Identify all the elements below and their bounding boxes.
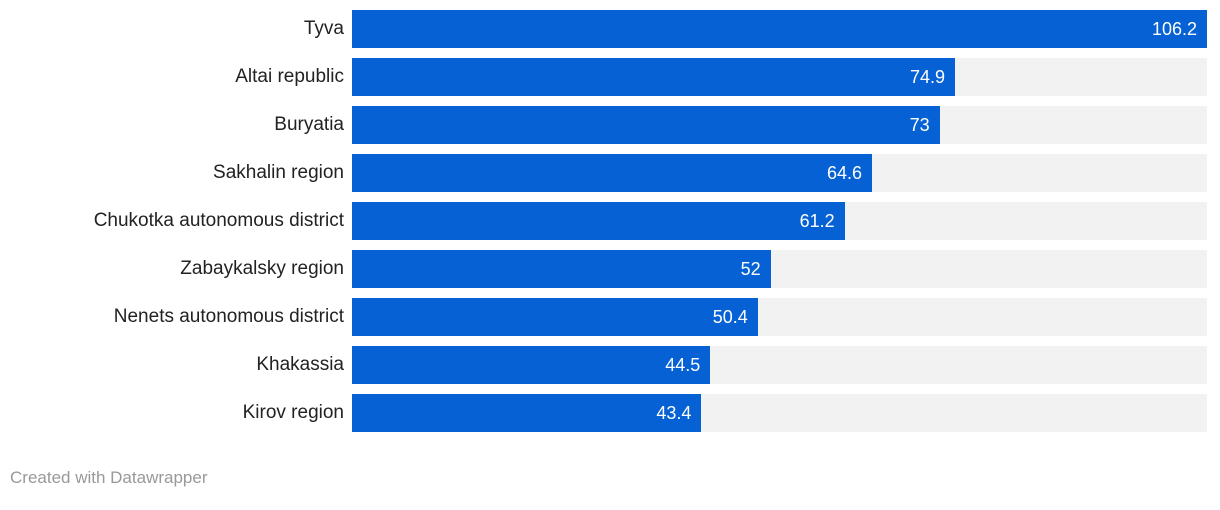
bar-track: 44.5 bbox=[352, 346, 1207, 384]
category-label: Chukotka autonomous district bbox=[93, 210, 344, 231]
bar-track: 64.6 bbox=[352, 154, 1207, 192]
category-label: Sakhalin region bbox=[213, 162, 344, 183]
value-label: 44.5 bbox=[665, 354, 701, 375]
bar-track: 73 bbox=[352, 106, 1207, 144]
value-label: 43.4 bbox=[656, 402, 692, 423]
bar: 64.6 bbox=[352, 154, 873, 192]
chart-row: Nenets autonomous district 50.4 bbox=[0, 298, 1220, 336]
bar-track: 52 bbox=[352, 250, 1207, 288]
value-label: 61.2 bbox=[799, 210, 835, 231]
chart-row: Chukotka autonomous district 61.2 bbox=[0, 202, 1220, 240]
category-label: Zabaykalsky region bbox=[180, 258, 344, 279]
bar: 44.5 bbox=[352, 346, 711, 384]
bar: 43.4 bbox=[352, 394, 702, 432]
value-label: 74.9 bbox=[909, 66, 945, 87]
bar-track: 61.2 bbox=[352, 202, 1207, 240]
datawrapper-attribution: Created with Datawrapper bbox=[10, 468, 208, 487]
value-label: 64.6 bbox=[827, 162, 863, 183]
bar-track: 106.2 bbox=[352, 10, 1207, 48]
chart-row: Zabaykalsky region 52 bbox=[0, 250, 1220, 288]
chart-row: Tyva 106.2 bbox=[0, 10, 1220, 48]
chart-row: Khakassia 44.5 bbox=[0, 346, 1220, 384]
bar: 52 bbox=[352, 250, 771, 288]
category-label: Tyva bbox=[303, 18, 344, 39]
chart-row: Kirov region 43.4 bbox=[0, 394, 1220, 432]
chart-row: Altai republic 74.9 bbox=[0, 58, 1220, 96]
chart-row: Sakhalin region 64.6 bbox=[0, 154, 1220, 192]
bar: 50.4 bbox=[352, 298, 758, 336]
category-label: Nenets autonomous district bbox=[113, 306, 344, 327]
category-label: Altai republic bbox=[235, 66, 344, 87]
category-label: Buryatia bbox=[274, 114, 344, 135]
bar-track: 50.4 bbox=[352, 298, 1207, 336]
chart-row: Buryatia 73 bbox=[0, 106, 1220, 144]
bar-chart: Tyva 106.2 Altai republic 74.9 Buryatia 73 Sak… bbox=[0, 10, 1220, 432]
bar: 73 bbox=[352, 106, 940, 144]
value-label: 106.2 bbox=[1151, 18, 1197, 39]
value-label: 50.4 bbox=[712, 306, 748, 327]
category-label: Kirov region bbox=[242, 402, 344, 423]
value-label: 52 bbox=[740, 258, 761, 279]
category-label: Khakassia bbox=[256, 354, 344, 375]
bar-track: 43.4 bbox=[352, 394, 1207, 432]
bar-track: 74.9 bbox=[352, 58, 1207, 96]
value-label: 73 bbox=[909, 114, 930, 135]
bar: 61.2 bbox=[352, 202, 845, 240]
bar: 74.9 bbox=[352, 58, 955, 96]
bar: 106.2 bbox=[352, 10, 1207, 48]
